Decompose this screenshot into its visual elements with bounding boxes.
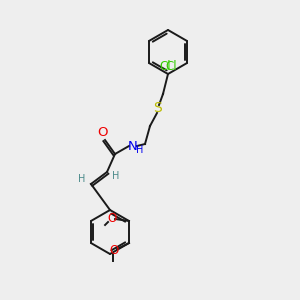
Text: S: S <box>154 101 162 115</box>
Text: O: O <box>97 127 107 140</box>
Text: H: H <box>112 171 120 181</box>
Text: O: O <box>110 244 119 256</box>
Text: O: O <box>107 212 117 224</box>
Text: Cl: Cl <box>159 59 171 73</box>
Text: N: N <box>128 140 138 152</box>
Text: H: H <box>78 174 86 184</box>
Text: Cl: Cl <box>165 59 177 73</box>
Text: H: H <box>136 145 144 155</box>
